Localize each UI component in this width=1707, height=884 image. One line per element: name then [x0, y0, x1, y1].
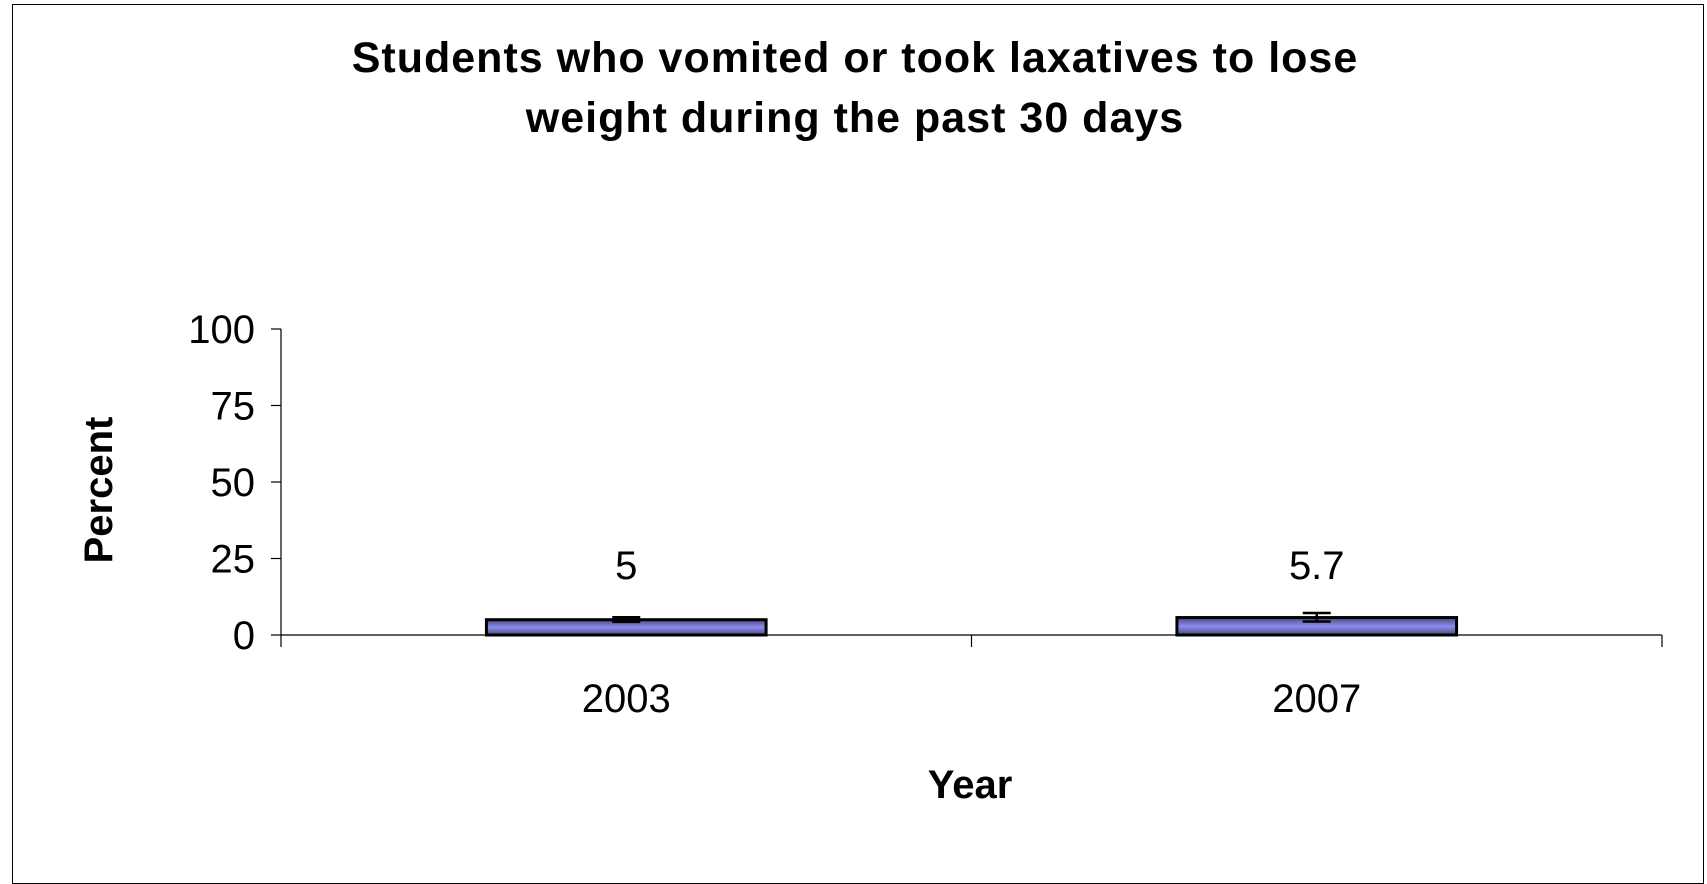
x-axis	[280, 634, 1663, 647]
data-label-2007: 5.7	[1289, 544, 1345, 588]
y-axis-title: Percent	[77, 417, 121, 564]
y-tick-label: 25	[211, 538, 256, 582]
y-axis: 0 25 50 75 100	[188, 308, 282, 658]
data-label-2003: 5	[615, 544, 637, 588]
bars: 5 2003 5.7 2007	[484, 544, 1459, 721]
y-tick-label: 100	[188, 308, 255, 352]
chart-frame	[12, 4, 1704, 884]
chart-title-line-2: weight during the past 30 days	[525, 94, 1184, 142]
x-tick-label-2007: 2007	[1272, 677, 1361, 721]
y-tick-label: 50	[211, 461, 256, 505]
x-tick-label-2003: 2003	[582, 677, 671, 721]
y-tick-label: 0	[233, 614, 255, 658]
y-tick-label: 75	[211, 385, 256, 429]
x-axis-title: Year	[928, 763, 1013, 807]
chart-title-line-1: Students who vomited or took laxatives t…	[352, 34, 1359, 82]
